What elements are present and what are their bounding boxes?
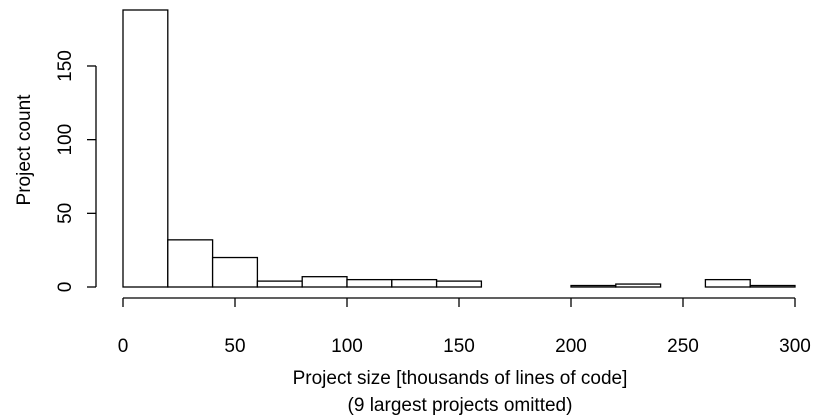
histogram-bar-1 [167,239,214,288]
x-tick-label-0: 0 [118,336,129,357]
x-tick-label-5: 250 [667,336,699,357]
histogram-bar-2 [211,256,259,288]
y-tick-label-0: 0 [55,282,76,293]
x-axis: 0 50 100 150 200 250 300 [118,297,811,357]
y-axis-label: Project count [14,94,35,206]
histogram-bar-13 [704,278,751,288]
y-axis: 0 50 100 150 [55,50,97,293]
y-tick-label-3: 150 [55,50,76,82]
histogram-bar-4 [301,276,348,288]
histogram-bar-7 [435,280,483,288]
x-tick-label-3: 150 [443,336,475,357]
histogram-bars [122,9,796,288]
x-tick-label-2: 100 [331,336,363,357]
y-tick-label-1: 50 [55,203,76,224]
x-tick-label-1: 50 [224,336,245,357]
histogram-bar-5 [346,278,393,288]
histogram-bar-11 [615,283,662,288]
y-tick-label-2: 100 [55,124,76,156]
x-axis-sublabel: (9 largest projects omitted) [348,395,573,416]
x-tick-label-6: 300 [779,336,811,357]
histogram-bar-0 [122,9,169,288]
histogram-bar-14 [749,284,796,288]
histogram-bar-10 [570,284,617,288]
histogram-bar-3 [256,280,303,288]
x-axis-label: Project size [thousands of lines of code… [293,368,628,389]
x-tick-label-4: 200 [555,336,587,357]
histogram-bar-6 [391,278,438,288]
